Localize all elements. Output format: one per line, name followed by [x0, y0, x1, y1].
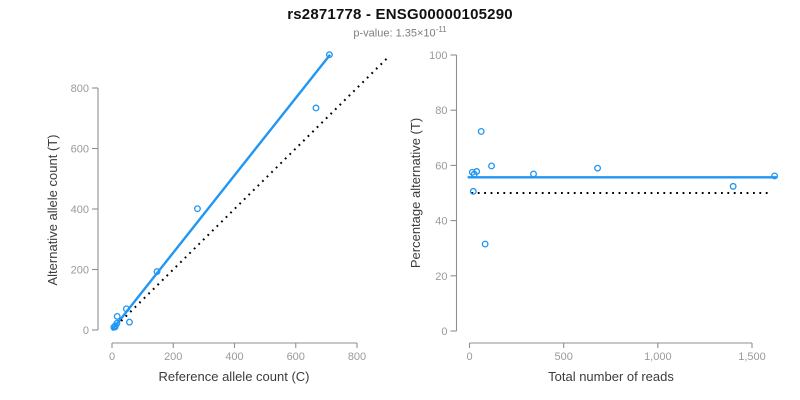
y-tick-label: 80 — [435, 105, 447, 117]
x-axis-title: Reference allele count (C) — [158, 369, 309, 384]
data-point — [312, 104, 320, 112]
y-tick-label: 600 — [71, 144, 89, 156]
fit-line — [111, 53, 331, 331]
data-point — [771, 172, 779, 180]
y-axis-title: Alternative allele count (T) — [45, 134, 60, 285]
x-tick-label: 600 — [287, 351, 305, 363]
pvalue-exponent: -11 — [435, 25, 447, 34]
x-tick-label: 200 — [164, 351, 182, 363]
y-tick-label: 0 — [441, 326, 447, 338]
data-point — [488, 162, 495, 170]
data-point — [122, 305, 130, 313]
x-axis-title: Total number of reads — [548, 369, 674, 384]
data-point — [113, 319, 121, 327]
x-tick-label: 400 — [225, 351, 243, 363]
data-point — [729, 182, 737, 190]
data-point — [153, 268, 161, 276]
data-point — [126, 318, 133, 326]
x-tick-label: 800 — [348, 351, 366, 363]
y-tick-label: 800 — [71, 83, 89, 95]
identity-line — [111, 56, 390, 331]
data-point — [481, 240, 489, 248]
data-point — [530, 170, 537, 178]
pvalue-mantissa: 1.35×10 — [395, 27, 436, 40]
y-tick-label: 400 — [71, 204, 89, 216]
pvalue-label: p-value: — [353, 27, 393, 40]
y-tick-label: 60 — [435, 160, 447, 172]
pvalue-subtitle: p-value: 1.35×10-11 — [0, 25, 800, 40]
y-axis-title: Percentage alternative (T) — [408, 118, 423, 268]
x-tick-label: 500 — [554, 351, 572, 363]
data-point — [468, 168, 476, 176]
data-point — [193, 205, 201, 213]
data-point — [594, 164, 602, 172]
data-point — [477, 128, 485, 135]
data-point — [473, 168, 481, 175]
data-point — [469, 187, 477, 195]
right-scatter-plot: 0 20 40 60 80 100 0 500 1,000 1,500 Total number o… — [408, 50, 779, 384]
y-tick-label: 100 — [429, 50, 447, 62]
left-scatter-plot: 0 200 400 600 800 0 200 400 600 800 Reference alle… — [45, 51, 390, 384]
x-tick-label: 1,500 — [738, 351, 766, 363]
x-tick-label: 1,000 — [644, 351, 672, 363]
x-tick-label: 0 — [109, 351, 115, 363]
y-tick-label: 20 — [435, 271, 447, 283]
y-tick-label: 200 — [71, 265, 89, 277]
x-tick-label: 0 — [466, 351, 472, 363]
y-tick-label: 40 — [435, 216, 447, 228]
data-point — [325, 51, 333, 59]
y-tick-label: 0 — [83, 325, 89, 337]
data-point — [113, 312, 121, 320]
page-title: rs2871778 - ENSG00000105290 — [287, 6, 513, 23]
